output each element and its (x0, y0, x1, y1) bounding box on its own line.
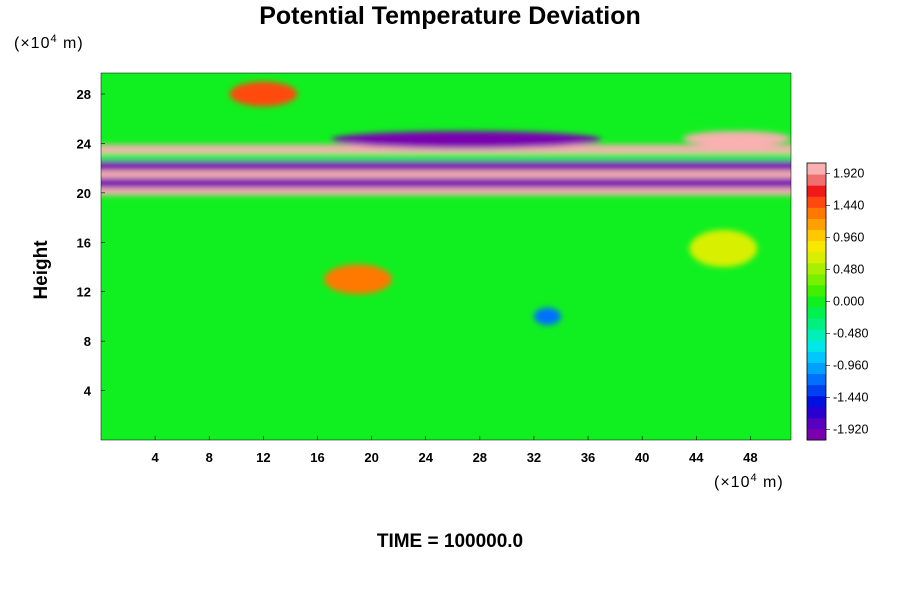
field-band-4 (101, 178, 791, 188)
x-tick-label: 20 (364, 450, 378, 465)
field-blob-7 (682, 131, 791, 146)
colorbar-segment (807, 174, 826, 186)
x-tick-label: 12 (256, 450, 270, 465)
field-blob-8 (229, 81, 298, 107)
colorbar-segment (807, 307, 826, 319)
x-axis-unit: (×104 m) (714, 472, 784, 491)
colorbar-label: -0.960 (833, 358, 868, 372)
x-tick-label: 44 (689, 450, 704, 465)
colorbar-segment (807, 340, 826, 352)
x-tick-label: 28 (473, 450, 487, 465)
colorbar-segment (807, 318, 826, 330)
x-tick-label: 40 (635, 450, 649, 465)
field-band-3 (101, 170, 791, 179)
field-blob-6 (331, 131, 602, 149)
x-tick-label: 16 (310, 450, 324, 465)
time-annotation: TIME = 100000.0 (376, 531, 524, 552)
colorbar-segment (807, 207, 826, 219)
y-tick-label: 20 (77, 186, 91, 201)
colorbar-segment (807, 229, 826, 242)
field-blob-10 (689, 229, 758, 268)
colorbar-segment (807, 262, 826, 275)
colorbar-segment (807, 284, 826, 297)
colorbar-label: 0.480 (833, 263, 864, 277)
y-tick-label: 12 (77, 285, 91, 300)
x-tick-label: 32 (527, 450, 541, 465)
y-tick-label: 8 (84, 334, 91, 349)
colorbar-label: -0.480 (833, 326, 868, 340)
field-background (101, 73, 791, 440)
field-band-5 (101, 187, 791, 196)
colorbar-segment (807, 240, 826, 253)
x-axis-ticks: 4 8 12 16 20 24 28 32 36 40 44 48 (152, 436, 758, 465)
chart-title: Potential Temperature Deviation (259, 2, 641, 30)
colorbar-label: 1.440 (833, 199, 864, 213)
colorbar-segment (807, 362, 826, 375)
field-band-2 (101, 160, 791, 171)
colorbar-segment (807, 406, 826, 419)
colorbar-segment (807, 251, 826, 264)
colorbar-segment (807, 417, 826, 430)
colorbar-segment (807, 373, 826, 386)
x-tick-label: 48 (743, 450, 757, 465)
colorbar-label: -1.440 (833, 390, 868, 404)
x-tick-label: 24 (418, 450, 433, 465)
y-axis-ticks: 4 8 12 16 20 24 28 (77, 87, 105, 399)
y-axis-unit: (×104 m) (14, 33, 84, 52)
colorbar-segment (807, 218, 826, 230)
colorbar-segment (807, 351, 826, 363)
plot-frame (100, 72, 792, 441)
field-blob-11 (533, 307, 561, 326)
colorbar-segment (807, 384, 826, 397)
heatmap-field (101, 73, 791, 440)
field-band-1 (101, 153, 791, 161)
x-tick-label: 36 (581, 450, 595, 465)
field-band-0 (101, 144, 791, 154)
y-tick-label: 4 (84, 384, 92, 399)
y-tick-label: 16 (77, 235, 91, 250)
y-tick-label: 28 (77, 87, 91, 102)
y-tick-label: 24 (77, 136, 92, 151)
colorbar-label: 1.920 (833, 167, 864, 181)
colorbar-segment (807, 428, 826, 441)
colorbar-segment (807, 395, 826, 408)
colorbar-segment (807, 273, 826, 286)
x-tick-label: 4 (152, 450, 160, 465)
field-blob-9 (324, 264, 392, 295)
x-tick-label: 8 (206, 450, 213, 465)
colorbar-segment (807, 163, 826, 175)
colorbar-label: 0.960 (833, 231, 864, 245)
colorbar-segment (807, 196, 826, 208)
colorbar-segment (807, 185, 826, 197)
colorbar-segment (807, 295, 826, 308)
colorbar: 1.920 1.440 0.960 0.480 0.000 -0.480 -0.960 -1.… (806, 162, 868, 441)
colorbar-label: 0.000 (833, 295, 864, 309)
colorbar-segment (807, 329, 826, 341)
colorbar-label: -1.920 (833, 422, 868, 436)
